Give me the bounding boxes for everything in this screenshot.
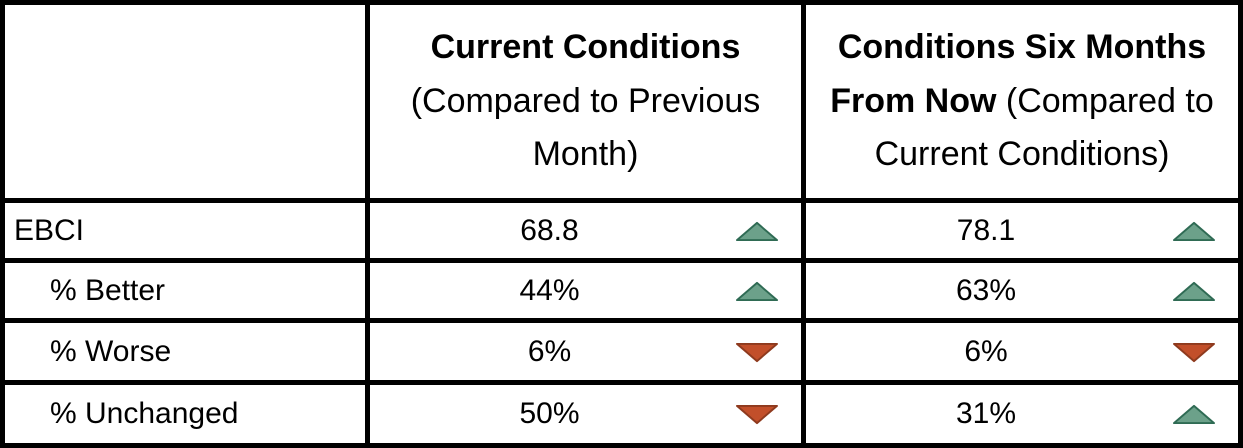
column-header-six-months: Conditions Six Months From Now (Compared… <box>806 5 1238 198</box>
column-header-current-note: (Compared to Previous Month) <box>410 81 761 174</box>
trend-arrow-icon <box>735 281 779 302</box>
column-header-six-months-note: (Compared to Current Conditions) <box>874 81 1214 174</box>
ebci-future-value: 78.1 <box>956 213 1016 247</box>
pct-worse-future-value: 6% <box>964 334 1008 368</box>
trend-arrow-icon <box>1172 404 1216 425</box>
row-label-pct-worse: % Worse <box>5 318 370 380</box>
ebci-current-cell: 68.8 <box>370 198 806 258</box>
trend-arrow-icon <box>735 221 779 242</box>
column-header-six-months-bold: Conditions Six Months From Now <box>830 27 1207 120</box>
pct-unchanged-current-cell: 50% <box>370 380 806 443</box>
row-label-pct-unchanged: % Unchanged <box>5 380 370 443</box>
row-label-ebci: EBCI <box>5 198 370 258</box>
pct-better-future-value: 63% <box>955 273 1017 307</box>
corner-cell <box>5 5 370 198</box>
pct-unchanged-future-cell: 31% <box>806 380 1238 443</box>
row-label-pct-better: % Better <box>5 258 370 318</box>
row-label-text: EBCI <box>14 213 85 247</box>
pct-worse-current-value: 6% <box>527 334 572 368</box>
column-header-current-conditions: Current Conditions (Compared to Previous… <box>370 5 806 198</box>
column-header-current-bold: Current Conditions <box>430 27 741 66</box>
pct-worse-current-cell: 6% <box>370 318 806 380</box>
column-header-text: Conditions Six Months From Now (Compared… <box>806 21 1238 182</box>
pct-better-current-value: 44% <box>519 273 580 307</box>
pct-better-future-cell: 63% <box>806 258 1238 318</box>
row-label-text: % Better <box>50 273 166 307</box>
ebci-future-cell: 78.1 <box>806 198 1238 258</box>
pct-unchanged-future-value: 31% <box>955 397 1017 430</box>
pct-better-current-cell: 44% <box>370 258 806 318</box>
trend-arrow-icon <box>735 404 779 425</box>
row-label-text: % Worse <box>50 334 172 368</box>
pct-worse-future-cell: 6% <box>806 318 1238 380</box>
trend-arrow-icon <box>1172 221 1216 242</box>
ebci-current-value: 68.8 <box>520 213 579 247</box>
column-header-text: Current Conditions (Compared to Previous… <box>370 21 801 182</box>
trend-arrow-icon <box>735 342 779 363</box>
row-label-text: % Unchanged <box>50 397 239 430</box>
trend-arrow-icon <box>1172 281 1216 302</box>
pct-unchanged-current-value: 50% <box>519 397 580 430</box>
trend-arrow-icon <box>1172 342 1216 363</box>
